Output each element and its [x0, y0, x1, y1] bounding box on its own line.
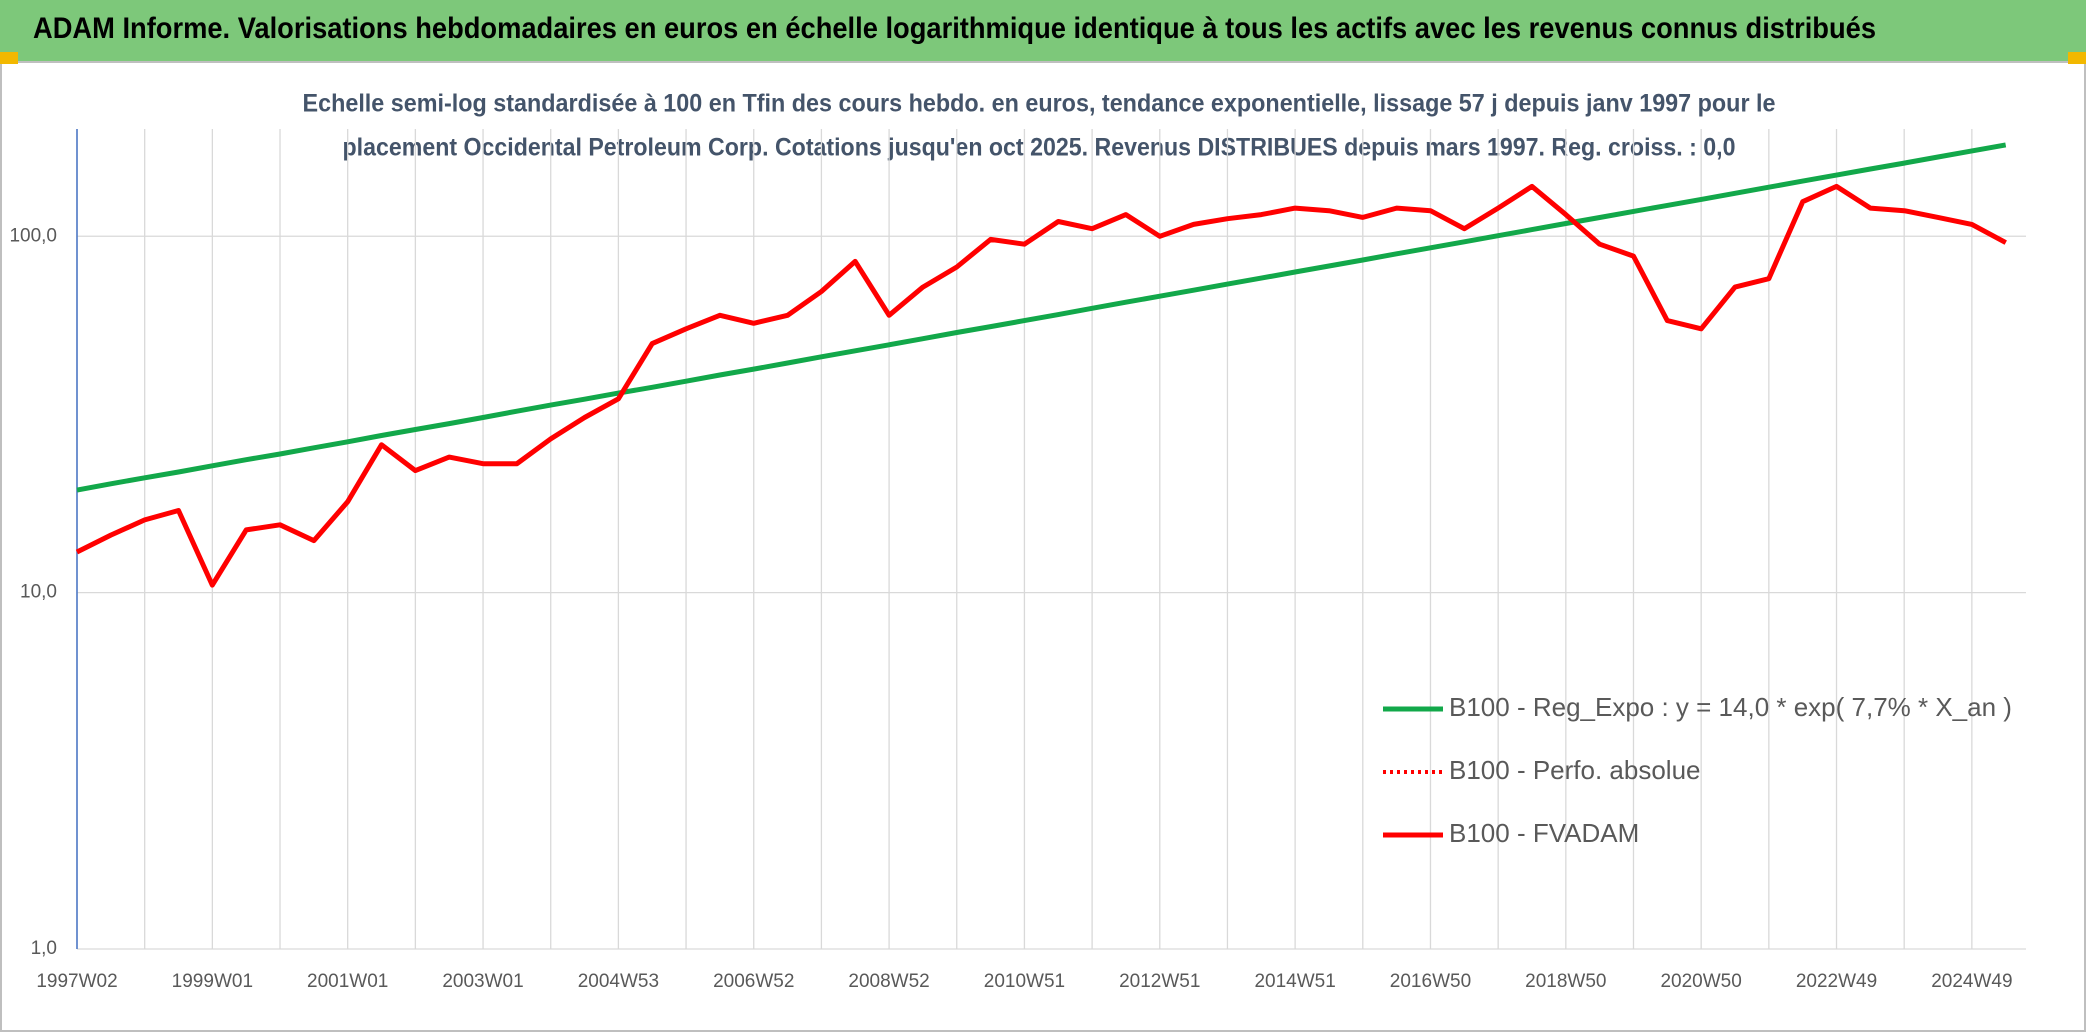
chart-subtitle: placement Occidental Petroleum Corp. Cot… — [343, 134, 1736, 162]
frame — [0, 61, 2086, 1032]
x-tick-label: 2022W49 — [1796, 971, 1877, 992]
series-line — [75, 183, 2007, 588]
x-tick-label: 2001W01 — [307, 971, 388, 992]
corner — [2068, 52, 2086, 64]
legend-label: B100 - Perfo. absolue — [1449, 755, 1701, 785]
x-tick-label: 2024W49 — [1931, 971, 2012, 992]
x-tick-label: 2004W53 — [578, 971, 659, 992]
legend-label: B100 - Reg_Expo : y = 14,0 * exp( 7,7% *… — [1449, 692, 2012, 722]
x-tick-label: 2010W51 — [984, 971, 1065, 992]
x-tick-label: 2014W51 — [1254, 971, 1335, 992]
series-line — [76, 142, 2007, 493]
x-tick-label: 2003W01 — [442, 971, 523, 992]
x-tick-label: 1999W01 — [172, 971, 253, 992]
x-tick-label: 2006W52 — [713, 971, 794, 992]
corner — [0, 52, 18, 64]
y-tick-label: 100,0 — [9, 225, 57, 246]
chart-title: ADAM Informe. Valorisations hebdomadaire… — [33, 12, 1876, 45]
x-tick-label: 2020W50 — [1660, 971, 1741, 992]
y-tick-label: 10,0 — [20, 582, 57, 603]
y-tick-label: 1,0 — [31, 938, 57, 959]
x-tick-label: 2012W51 — [1119, 971, 1200, 992]
chart-subtitle: Echelle semi-log standardisée à 100 en T… — [303, 90, 1776, 118]
x-tick-label: 2016W50 — [1390, 971, 1471, 992]
x-tick-label: 1997W02 — [36, 971, 117, 992]
x-tick-label: 2008W52 — [848, 971, 929, 992]
legend-label: B100 - FVADAM — [1449, 818, 1639, 848]
header-bar — [0, 0, 2086, 61]
x-tick-label: 2018W50 — [1525, 971, 1606, 992]
